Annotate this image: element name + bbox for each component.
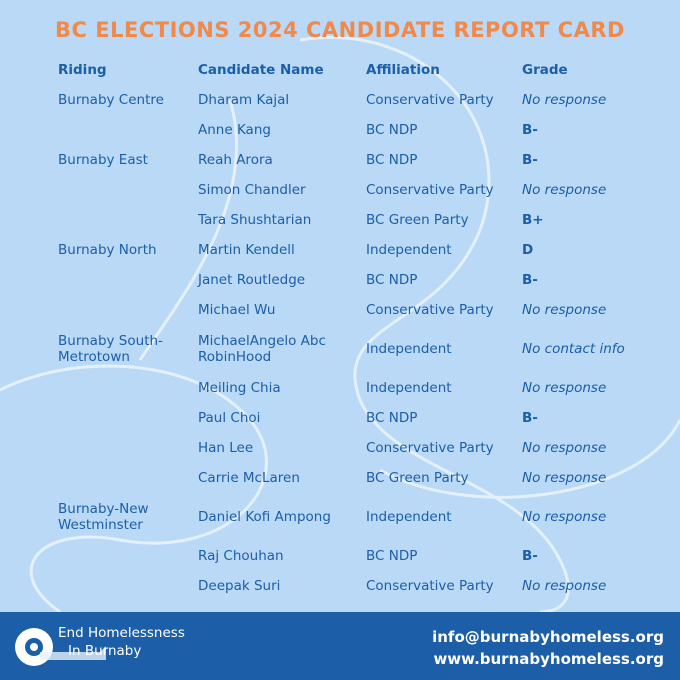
- riding: Burnaby North: [58, 242, 157, 258]
- grade: B-: [522, 272, 538, 288]
- affiliation: Conservative Party: [366, 440, 494, 456]
- affiliation: BC NDP: [366, 152, 418, 168]
- grade: D: [522, 242, 534, 258]
- affiliation: Independent: [366, 509, 452, 525]
- riding-cell: [52, 265, 192, 295]
- footer: End Homelessness In Burnaby info@burnabyh…: [0, 612, 680, 680]
- candidate: Dharam Kajal: [198, 92, 290, 108]
- candidate: Carrie McLaren: [198, 470, 300, 486]
- grade: B-: [522, 152, 538, 168]
- riding-cell: [52, 463, 192, 493]
- riding-cell: [52, 403, 192, 433]
- table-row: Simon Chandler Conservative Party No respo…: [52, 175, 631, 205]
- riding-cell: [52, 115, 192, 145]
- riding: Burnaby-New Westminster: [58, 501, 149, 533]
- grade: No response: [522, 302, 607, 318]
- candidate: Martin Kendell: [198, 242, 295, 258]
- table-row: Michael Wu Conservative Party No response: [52, 295, 631, 325]
- candidate: Tara Shushtarian: [198, 212, 312, 228]
- candidate: Paul Choi: [198, 410, 261, 426]
- candidate: Michael Wu: [198, 302, 276, 318]
- grade: No response: [522, 380, 607, 396]
- table-row: Burnaby South-Metrotown MichaelAngelo Abc…: [52, 325, 631, 373]
- table-row: Burnaby East Reah Arora BC NDP B-: [52, 145, 631, 175]
- candidate: MichaelAngelo Abc RobinHood: [198, 333, 326, 365]
- grade: B+: [522, 212, 544, 228]
- grade: B-: [522, 410, 538, 426]
- org-line: In Burnaby: [68, 643, 142, 659]
- affiliation: BC NDP: [366, 410, 418, 426]
- org-name: End Homelessness In Burnaby: [58, 624, 185, 660]
- table-row: Tara Shushtarian BC Green Party B+: [52, 205, 631, 235]
- report-table: Riding Candidate Name Affiliation Grade Burn…: [52, 55, 631, 601]
- riding-cell: [52, 541, 192, 571]
- candidate: Simon Chandler: [198, 182, 306, 198]
- candidate: Janet Routledge: [198, 272, 306, 288]
- riding-cell: [52, 571, 192, 601]
- title: BC ELECTIONS 2024 CANDIDATE REPORT CARD: [55, 18, 625, 42]
- grade: No response: [522, 509, 607, 525]
- affiliation: BC Green Party: [366, 470, 469, 486]
- affiliation: Independent: [366, 341, 452, 357]
- grade: No response: [522, 182, 607, 198]
- riding-cell: [52, 373, 192, 403]
- candidate: Reah Arora: [198, 152, 273, 168]
- column-header: Candidate Name: [198, 62, 324, 78]
- candidate: Anne Kang: [198, 122, 271, 138]
- table-row: Janet Routledge BC NDP B-: [52, 265, 631, 295]
- grade: No response: [522, 578, 607, 594]
- riding-cell: [52, 175, 192, 205]
- contact: info@burnabyhomeless.org www.burnabyhomel…: [432, 626, 664, 670]
- candidate: Meiling Chia: [198, 380, 281, 396]
- affiliation: Conservative Party: [366, 578, 494, 594]
- grade: No contact info: [522, 341, 625, 357]
- background-swirls: [0, 35, 680, 612]
- logo-key: [40, 646, 106, 660]
- table-row: Anne Kang BC NDP B-: [52, 115, 631, 145]
- affiliation: Conservative Party: [366, 182, 494, 198]
- table-row: Paul Choi BC NDP B-: [52, 403, 631, 433]
- table-row: Burnaby North Martin Kendell Independent D: [52, 235, 631, 265]
- candidate: Deepak Suri: [198, 578, 281, 594]
- email: info@burnabyhomeless.org: [432, 628, 664, 646]
- riding: Burnaby Centre: [58, 92, 164, 108]
- affiliation: BC Green Party: [366, 212, 469, 228]
- table-row: Deepak Suri Conservative Party No response: [52, 571, 631, 601]
- column-header: Riding: [58, 62, 107, 78]
- grade: No response: [522, 92, 607, 108]
- column-header: Grade: [522, 62, 568, 78]
- table-row: Carrie McLaren BC Green Party No response: [52, 463, 631, 493]
- affiliation: BC NDP: [366, 548, 418, 564]
- table-row: Han Lee Conservative Party No response: [52, 433, 631, 463]
- affiliation: Conservative Party: [366, 92, 494, 108]
- website: www.burnabyhomeless.org: [433, 650, 664, 668]
- grade: B-: [522, 122, 538, 138]
- grade: B-: [522, 548, 538, 564]
- table-row: Burnaby-New Westminster Daniel Kofi Ampon…: [52, 493, 631, 541]
- table-row: Meiling Chia Independent No response: [52, 373, 631, 403]
- affiliation: Conservative Party: [366, 302, 494, 318]
- riding: Burnaby South-Metrotown: [58, 333, 163, 365]
- affiliation: BC NDP: [366, 122, 418, 138]
- riding-cell: [52, 295, 192, 325]
- candidate: Raj Chouhan: [198, 548, 284, 564]
- riding-cell: [52, 433, 192, 463]
- table-row: Raj Chouhan BC NDP B-: [52, 541, 631, 571]
- candidate: Daniel Kofi Ampong: [198, 509, 331, 525]
- grade: No response: [522, 440, 607, 456]
- table-row: Burnaby Centre Dharam Kajal Conservative P…: [52, 85, 631, 115]
- column-header: Affiliation: [366, 62, 440, 78]
- grade: No response: [522, 470, 607, 486]
- affiliation: Independent: [366, 380, 452, 396]
- affiliation: BC NDP: [366, 272, 418, 288]
- org-line: End Homelessness: [58, 625, 185, 641]
- riding: Burnaby East: [58, 152, 148, 168]
- candidate: Han Lee: [198, 440, 254, 456]
- riding-cell: [52, 205, 192, 235]
- affiliation: Independent: [366, 242, 452, 258]
